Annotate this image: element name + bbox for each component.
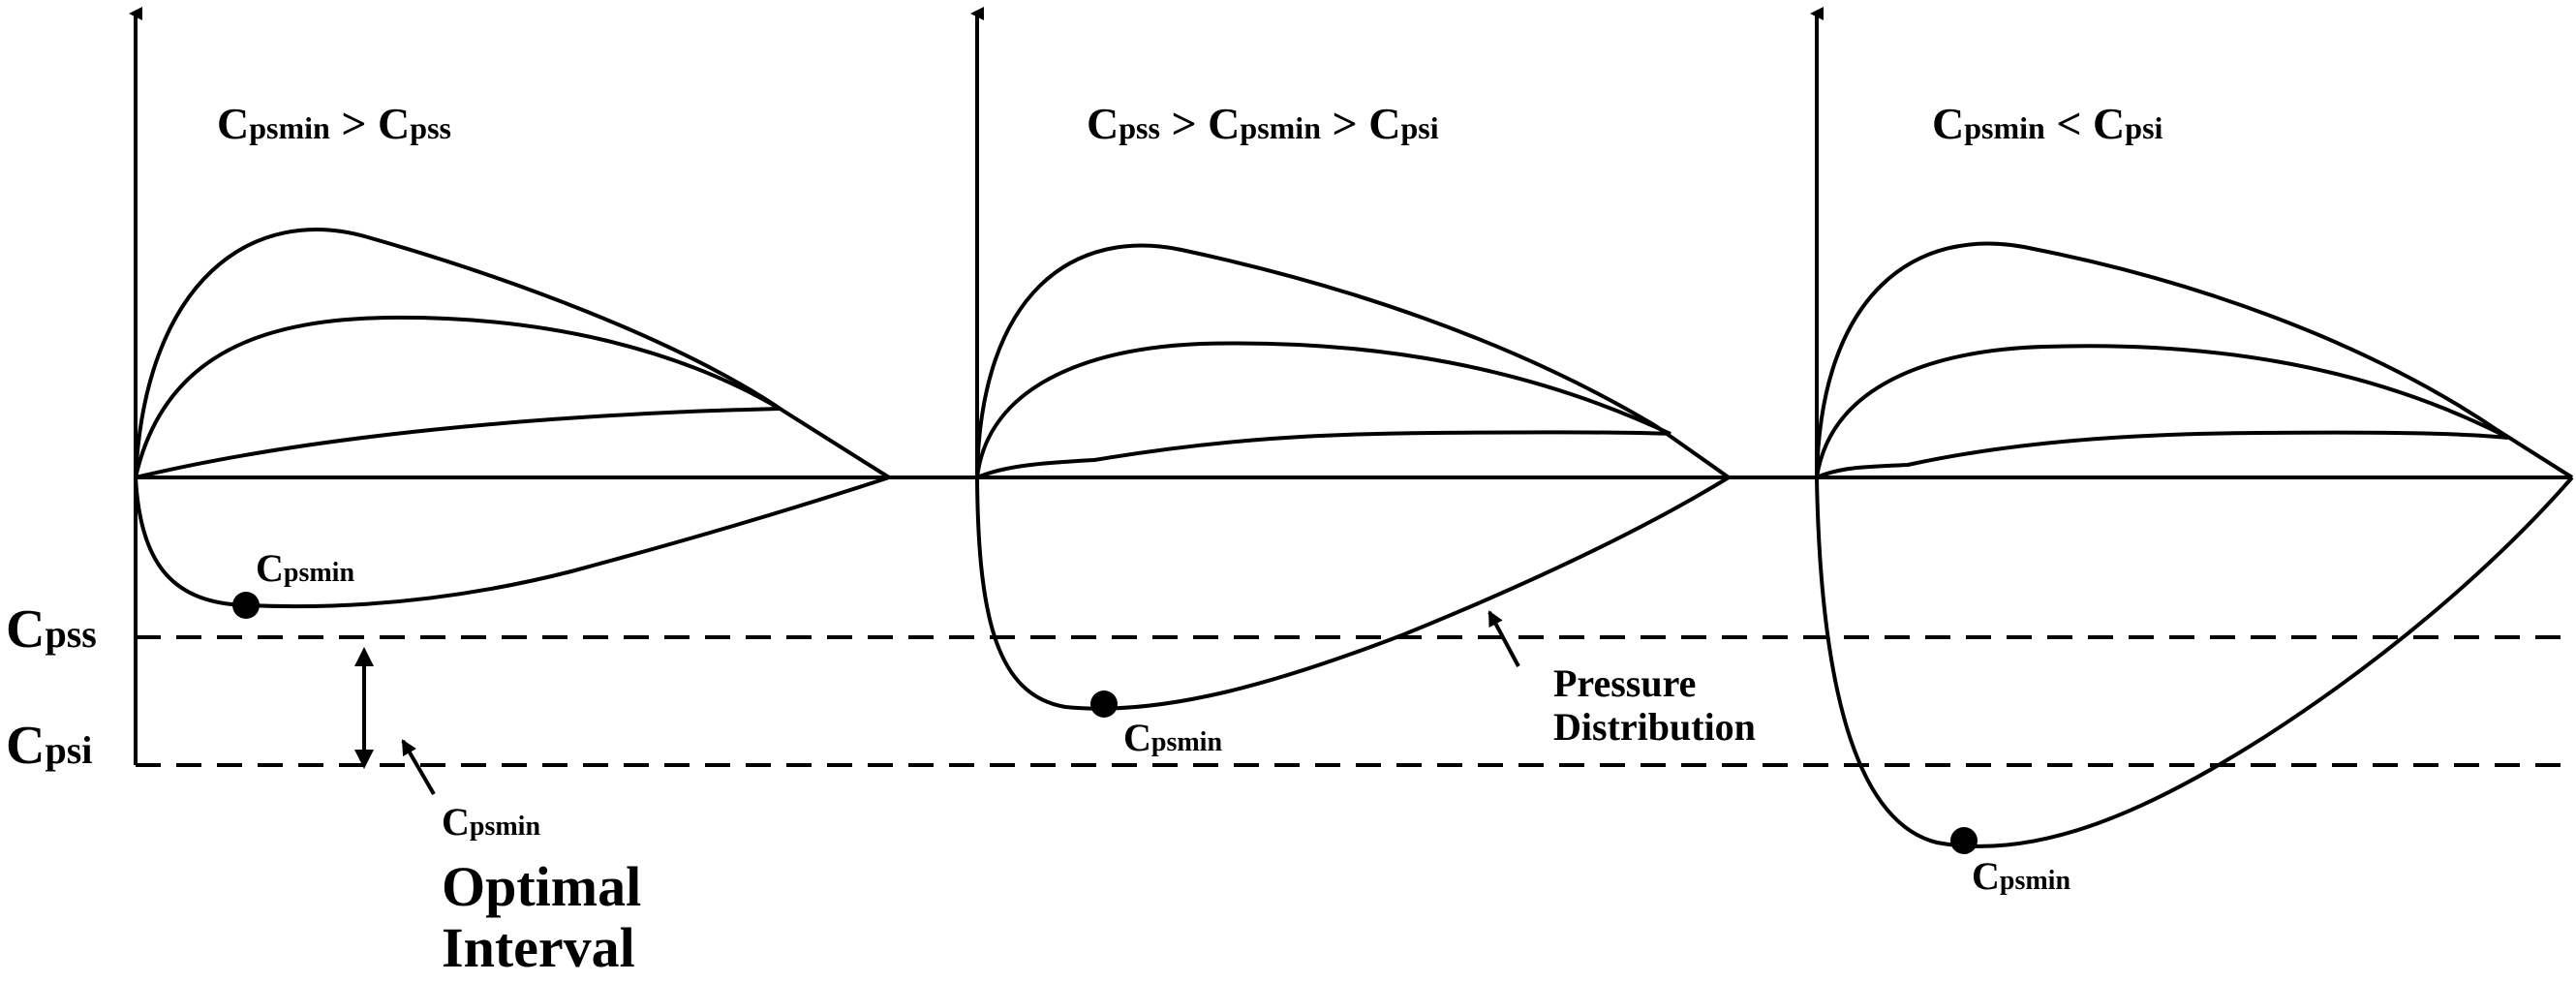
panel-1-upper-curve-outer — [134, 228, 891, 479]
panel-1: Cpsmin Cpsmin > Cpss Cpsmin Optimal Inte… — [129, 7, 891, 979]
panel-3-cpsmin-label: Cpsmin — [1972, 854, 2070, 898]
panel-1-pressure-curve — [134, 476, 890, 609]
panel-2: Cpsmin Cpss > Cpsmin > Cpsi Pressure Dis… — [889, 7, 1756, 759]
panel-1-upper-curve-middle — [134, 315, 782, 478]
pressure-pointer-arrow — [1487, 610, 1520, 667]
panel-2-upper-curve-inner — [976, 430, 1671, 479]
panel-3-cpsmin-point — [1950, 827, 1978, 854]
panel-2-upper-curve-outer — [975, 243, 1731, 479]
panel-3-title: Cpsmin < Cpsi — [1932, 99, 2163, 148]
optimal-interval-arrow-head-bottom — [354, 750, 374, 769]
panel-3-upper-curve-outer — [1815, 241, 2574, 479]
pressure-label-line2: Distribution — [1553, 705, 1756, 749]
cpsi-level-label: Cpsi — [6, 716, 92, 776]
pressure-label-line1: Pressure — [1553, 661, 1696, 705]
interval-pointer-arrow — [401, 739, 436, 796]
panel-1-upper-curve-inner — [135, 407, 781, 479]
panel-3-pressure-curve — [1815, 476, 2574, 848]
optimal-interval-arrow-head-top — [354, 647, 374, 666]
panel-2-cpsmin-point — [1090, 690, 1118, 718]
panel-2-pressure-curve — [975, 476, 1731, 711]
panel-3-upper-curve-middle — [1815, 344, 2509, 478]
panel-2-title: Cpss > Cpsmin > Cpsi — [1087, 99, 1439, 148]
interval-optimal-label: Optimal — [442, 855, 641, 918]
interval-interval-label: Interval — [442, 916, 635, 977]
panel-3-upper-curve-inner — [1816, 430, 2509, 479]
panel-1-cpsmin-point — [232, 592, 260, 619]
panel-2-upper-curve-middle — [975, 341, 1671, 478]
panel-3: Cpsmin Cpsmin < Cpsi — [1729, 7, 2574, 898]
panel-1-cpsmin-label: Cpsmin — [256, 546, 354, 590]
interval-cpsmin-label: Cpsmin — [442, 800, 540, 844]
cpss-level-label: Cpss — [6, 599, 97, 660]
panel-1-title: Cpsmin > Cpss — [217, 99, 451, 148]
panel-2-cpsmin-label: Cpsmin — [1123, 716, 1222, 759]
